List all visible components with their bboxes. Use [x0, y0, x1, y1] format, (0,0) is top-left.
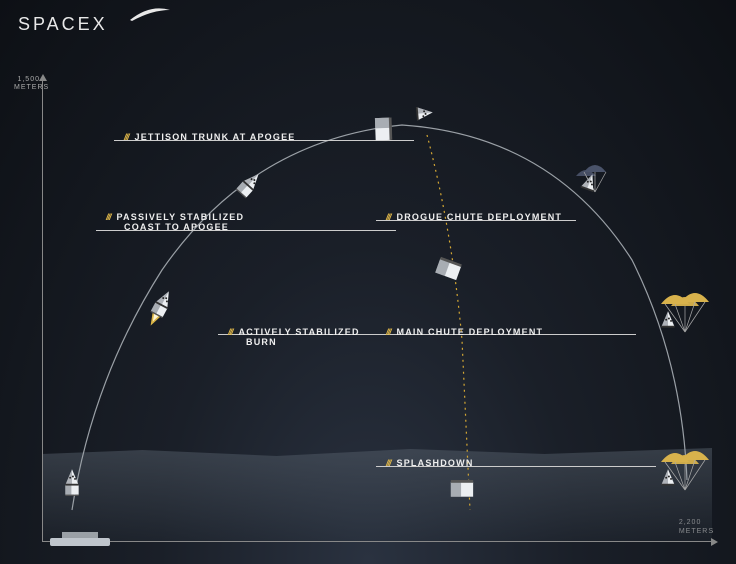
accent-slashes-icon: /// [124, 132, 129, 142]
brand-text: SPACEX [18, 14, 108, 34]
trajectory-svg [32, 80, 712, 550]
capsule-splashdown [651, 468, 685, 508]
accent-slashes-icon: /// [386, 327, 391, 337]
event-label-jettison: ///JETTISON TRUNK AT APOGEE [124, 132, 296, 142]
diagram-stage: 1,500 METERS 2,200 METERS ///ACTIVELY ST… [32, 80, 712, 550]
falling-trunk-1 [449, 480, 475, 500]
capsule-jettison [393, 95, 436, 132]
event-label-drogue: ///DROGUE CHUTE DEPLOYMENT [386, 212, 562, 222]
accent-slashes-icon: /// [228, 327, 233, 337]
brand-swoosh-icon [130, 8, 170, 22]
capsule-launch [55, 468, 89, 508]
event-label-splashdown: ///SPLASHDOWN [386, 458, 474, 468]
capsule-main [651, 310, 685, 350]
launch-platform [50, 538, 110, 546]
event-label-coast: ///PASSIVELY STABILIZEDCOAST TO APOGEE [106, 212, 244, 232]
event-label-burn: ///ACTIVELY STABILIZEDBURN [228, 327, 360, 347]
jettisoned-trunk-icon [374, 116, 393, 143]
trunk-fall-path [427, 135, 470, 510]
accent-slashes-icon: /// [386, 458, 391, 468]
accent-slashes-icon: /// [106, 212, 111, 222]
event-label-main: ///MAIN CHUTE DEPLOYMENT [386, 327, 543, 337]
accent-slashes-icon: /// [386, 212, 391, 222]
brand-logo: SPACEX [18, 14, 108, 35]
